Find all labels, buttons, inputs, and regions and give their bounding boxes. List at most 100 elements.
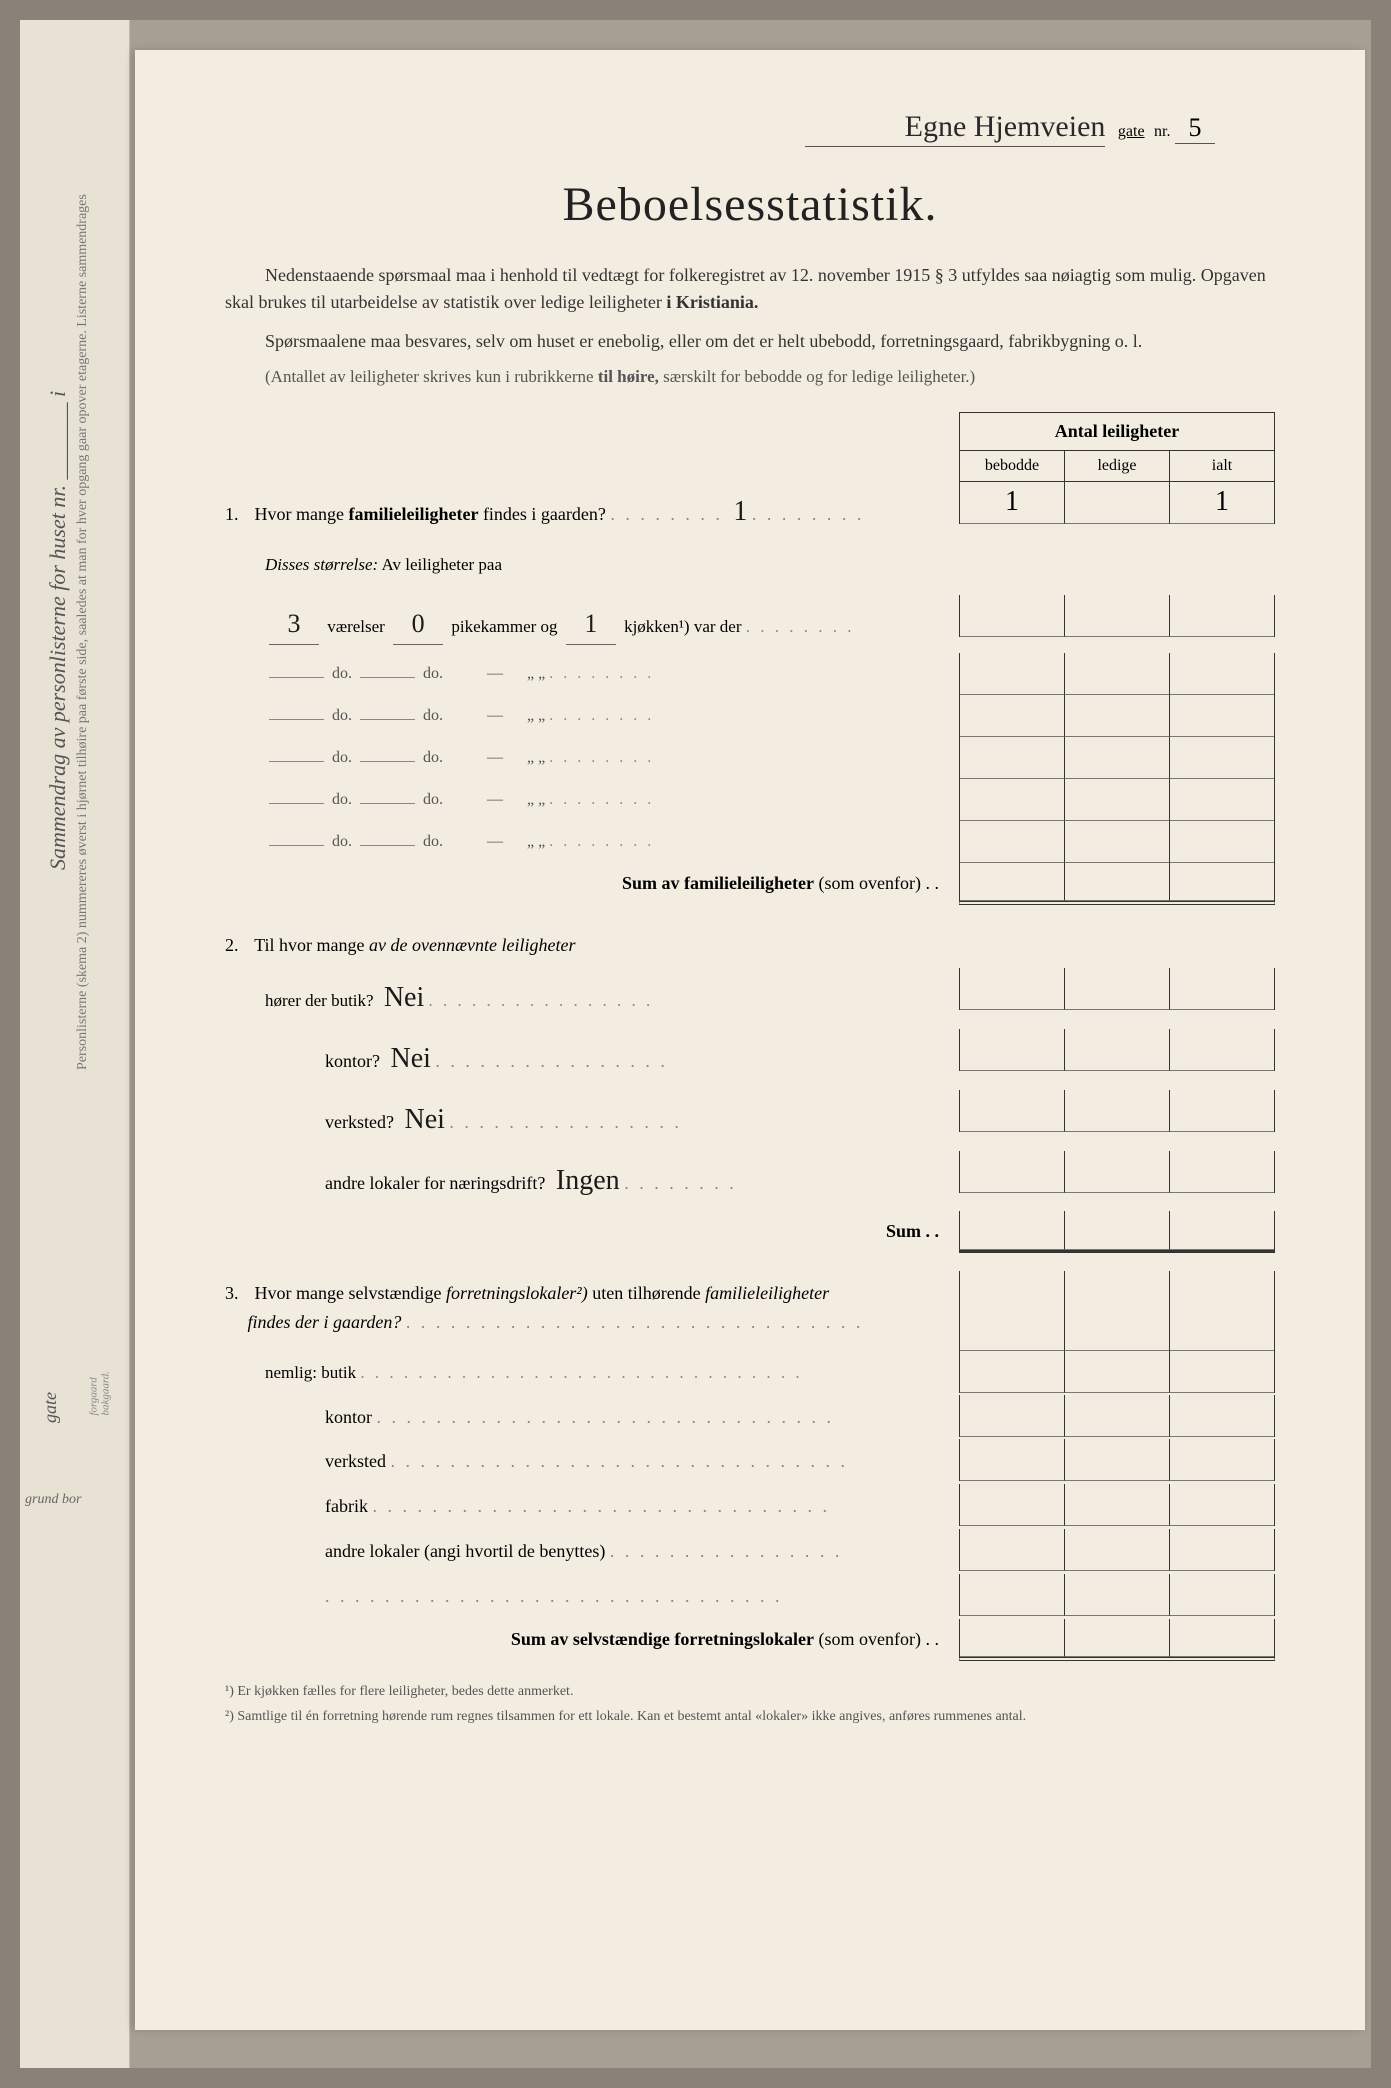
vaerelser-value: 3	[269, 603, 319, 646]
q1-answer-hw: 1	[733, 496, 747, 527]
form-title: Beboelsesstatistik.	[225, 177, 1275, 232]
col-ledige: ledige	[1065, 451, 1170, 481]
dots: . . . . . . . . . . . . . . . .	[429, 991, 654, 1010]
q3-sum-label: Sum av selvstændige forretningslokaler	[511, 1629, 814, 1649]
q1-counts: 1 1	[959, 482, 1275, 524]
do-label: do.	[423, 665, 443, 682]
dots: . . . . . . . . . . . . . . . . . . . . …	[372, 1496, 830, 1516]
dots: . . . . . . . . . . . . . . . .	[449, 1112, 682, 1132]
do-label: do.	[332, 665, 352, 682]
gate-label: gate	[1118, 123, 1145, 140]
q3-counts	[959, 1271, 1275, 1351]
q1-do-row: do. do. — „ „ . . . . . . . .	[225, 737, 1275, 779]
q2-sum-row: Sum . .	[225, 1211, 1275, 1253]
dots: . . . . . . . .	[624, 1173, 737, 1193]
q3-sum-paren: (som ovenfor) . .	[814, 1629, 939, 1649]
size1-counts	[959, 595, 1275, 637]
q2-andre-counts	[959, 1151, 1275, 1193]
q1-do-row: do. do. — „ „ . . . . . . . .	[225, 779, 1275, 821]
dots: . . . . . . . .	[549, 791, 654, 808]
margin-grund-label: grund bor	[25, 1492, 81, 1508]
q1-sum-counts	[959, 863, 1275, 905]
do-counts	[959, 821, 1275, 863]
address-header: Egne Hjemveien gate nr. 5	[225, 110, 1275, 147]
q3-kontor-row: kontor . . . . . . . . . . . . . . . . .…	[225, 1395, 1275, 1440]
counts-header: Antal leiligheter bebodde ledige ialt	[959, 412, 1275, 482]
q2-kontor-counts	[959, 1029, 1275, 1071]
q1-disses-row: Disses størrelse: Av leiligheter paa	[225, 543, 1275, 595]
q3-verksted-label: verksted	[325, 1451, 386, 1471]
footnotes: ¹) Er kjøkken fælles for flere leilighet…	[225, 1681, 1275, 1727]
margin-sub-label: forgaard bakgaard.	[88, 1357, 112, 1416]
dots: . . . . . . . .	[549, 665, 654, 682]
page-wrapper: Sammendrag av personlisterne for huset n…	[20, 20, 1371, 2068]
q2-verksted-answer: Nei	[404, 1104, 444, 1135]
do-label: do.	[332, 749, 352, 766]
dots: . . . . . . . . . . . . . . . . . . . . …	[325, 1586, 783, 1606]
q3-butik-label: butik	[321, 1363, 356, 1382]
av-leil-label: Av leiligheter paa	[382, 555, 503, 574]
q2-text-a: Til hvor mange	[254, 935, 369, 955]
q2-row: 2. Til hvor mange av de ovennævnte leili…	[225, 923, 1275, 968]
disses-label: Disses størrelse:	[265, 555, 378, 574]
q2-verksted-row: verksted? Nei . . . . . . . . . . . . . …	[225, 1090, 1275, 1151]
do-counts	[959, 779, 1275, 821]
street-name-handwritten: Egne Hjemveien	[805, 110, 1105, 147]
dash: —	[487, 749, 503, 766]
do-label: do.	[423, 833, 443, 850]
q2-andre-row: andre lokaler for næringsdrift? Ingen . …	[225, 1151, 1275, 1212]
margin-vertical-title: Sammendrag av personlisterne for huset n…	[45, 391, 71, 870]
dots: . . . . . . . .	[549, 749, 654, 766]
dash: —	[487, 833, 503, 850]
ditto: „ „	[527, 833, 545, 850]
dots: . . . . . . . .	[549, 833, 654, 850]
q3-butik-row: nemlig: butik . . . . . . . . . . . . . …	[225, 1351, 1275, 1394]
q3-blank-counts	[959, 1574, 1275, 1616]
q2-kontor-row: kontor? Nei . . . . . . . . . . . . . . …	[225, 1029, 1275, 1090]
ditto: „ „	[527, 749, 545, 766]
counts-header-sub: bebodde ledige ialt	[960, 451, 1274, 481]
kjokken-value: 1	[566, 603, 616, 646]
ditto: „ „	[527, 707, 545, 724]
dots: . . . . . . . . . . . . . . . .	[435, 1051, 668, 1071]
intro-paragraph-1: Nedenstaaende spørsmaal maa i henhold ti…	[225, 262, 1275, 316]
q1-ialt: 1	[1170, 482, 1274, 524]
q2-butik-answer: Nei	[384, 982, 424, 1013]
form-page: Egne Hjemveien gate nr. 5 Beboelsesstati…	[135, 50, 1365, 2030]
q3-sum-counts	[959, 1619, 1275, 1661]
do-label: do.	[423, 791, 443, 808]
q3-blank-row: . . . . . . . . . . . . . . . . . . . . …	[225, 1574, 1275, 1619]
intro-paragraph-2: Spørsmaalene maa besvares, selv om huset…	[225, 328, 1275, 355]
main-form-table: Antal leiligheter bebodde ledige ialt 1.…	[225, 412, 1275, 1661]
q3-fabrik-label: fabrik	[325, 1496, 368, 1516]
q1-do-row: do. do. — „ „ . . . . . . . .	[225, 653, 1275, 695]
pikekammer-label: pikekammer og	[451, 617, 557, 636]
dots: . . . . . . . . . . . . . . . . . . . . …	[360, 1363, 802, 1382]
do-label: do.	[332, 791, 352, 808]
dots: . . . . . . . . . . . . . . . . . . . . …	[390, 1451, 848, 1471]
q2-sum-counts	[959, 1211, 1275, 1253]
do-counts	[959, 695, 1275, 737]
note-b: til høire,	[598, 367, 659, 386]
margin-vertical-note: Personlisterne (skema 2) nummereres øver…	[75, 194, 91, 1070]
q3-andre-counts	[959, 1529, 1275, 1571]
q1-do-row: do. do. — „ „ . . . . . . . .	[225, 821, 1275, 863]
nemlig-label: nemlig:	[265, 1363, 317, 1382]
q3-butik-counts	[959, 1351, 1275, 1393]
q2-andre-label: andre lokaler for næringsdrift?	[325, 1173, 545, 1193]
dots: . . . . . . . .	[746, 617, 855, 636]
q2-kontor-answer: Nei	[390, 1043, 430, 1074]
q1-text-c: findes i gaarden?	[478, 504, 605, 524]
vaerelser-label: værelser	[327, 617, 385, 636]
kjokken-label: kjøkken¹) var der	[624, 617, 741, 636]
left-margin-strip: Sammendrag av personlisterne for huset n…	[20, 20, 130, 2068]
q2-kontor-label: kontor?	[325, 1051, 380, 1071]
dots: . . . . . . . .	[610, 504, 723, 524]
q3-kontor-label: kontor	[325, 1407, 372, 1427]
footnote-1: ¹) Er kjøkken fælles for flere leilighet…	[225, 1681, 1275, 1702]
ditto: „ „	[527, 665, 545, 682]
intro-note: (Antallet av leiligheter skrives kun i r…	[225, 367, 1275, 387]
do-label: do.	[332, 707, 352, 724]
q3-fabrik-counts	[959, 1484, 1275, 1526]
q2-text-b: av de ovennævnte leiligheter	[369, 935, 575, 955]
